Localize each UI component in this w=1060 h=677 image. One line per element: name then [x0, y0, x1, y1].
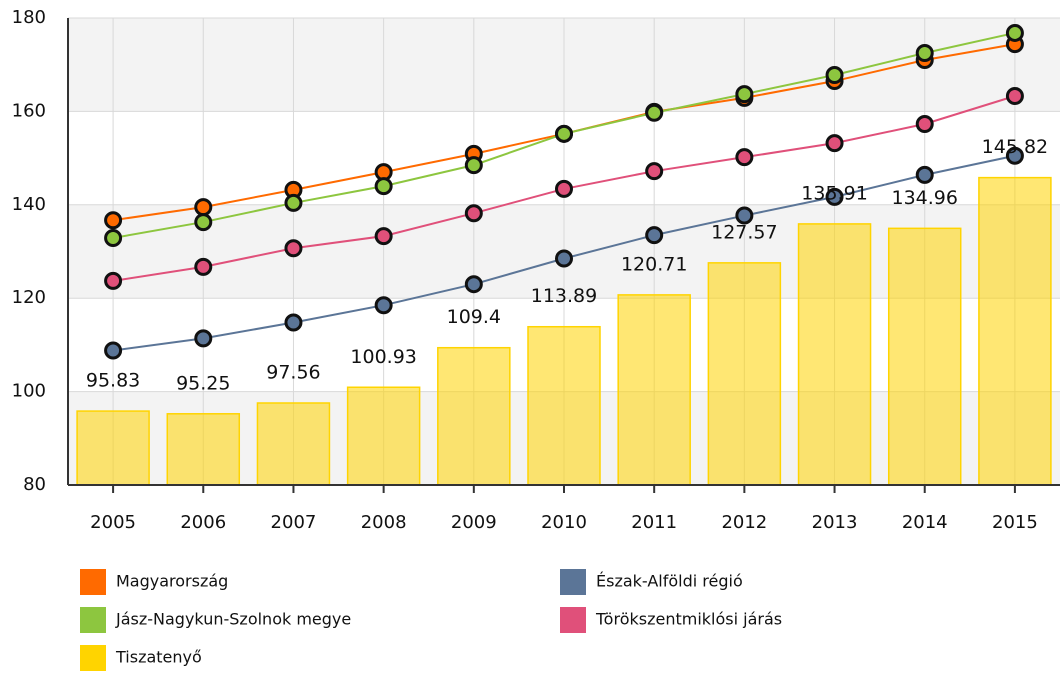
data-label: 100.93	[350, 346, 416, 368]
marker	[645, 226, 664, 245]
marker	[1005, 23, 1024, 42]
x-tick-label: 2012	[721, 512, 767, 533]
marker	[735, 148, 754, 167]
bar	[166, 413, 241, 486]
y-tick-label: 180	[12, 7, 46, 28]
bar	[707, 262, 782, 486]
legend-swatch	[80, 569, 106, 595]
marker	[825, 187, 844, 206]
x-tick-label: 2015	[992, 512, 1038, 533]
x-tick-label: 2014	[902, 512, 948, 533]
marker	[1005, 86, 1024, 105]
x-tick-label: 2006	[180, 512, 226, 533]
bar	[437, 346, 511, 486]
marker	[374, 177, 393, 196]
marker	[735, 85, 754, 104]
marker	[194, 198, 213, 217]
marker	[194, 257, 213, 276]
legend-label: Törökszentmiklósi járás	[595, 610, 782, 629]
data-label: 95.25	[176, 372, 230, 394]
marker	[374, 227, 393, 246]
bar	[346, 386, 421, 486]
marker	[194, 329, 213, 348]
y-tick-label: 100	[12, 381, 46, 402]
marker	[1005, 146, 1024, 165]
bar	[256, 402, 331, 486]
legend-label: Észak-Alföldi régió	[596, 572, 743, 591]
marker	[374, 296, 393, 315]
marker	[464, 204, 483, 223]
y-tick-label: 160	[12, 100, 46, 121]
data-label: 135.91	[801, 182, 867, 204]
x-tick-label: 2011	[631, 512, 677, 533]
y-tick-label: 80	[23, 474, 46, 495]
marker	[104, 341, 123, 360]
marker	[284, 313, 303, 332]
marker	[104, 271, 123, 290]
x-tick-label: 2010	[541, 512, 587, 533]
marker	[555, 249, 573, 268]
x-tick-label: 2008	[361, 512, 407, 533]
marker	[735, 206, 754, 225]
bar	[978, 176, 1052, 486]
bar	[617, 294, 691, 486]
x-tick-label: 2007	[271, 512, 317, 533]
legend-label: Tiszatenyő	[115, 648, 202, 667]
data-label: 97.56	[266, 361, 320, 383]
legend-swatch	[560, 607, 586, 633]
legend-swatch	[560, 569, 586, 595]
data-label: 109.4	[447, 306, 501, 328]
legend-label: Magyarország	[116, 572, 228, 591]
marker	[555, 124, 573, 143]
data-label: 113.89	[531, 285, 597, 307]
marker	[284, 239, 303, 258]
bar	[527, 325, 601, 486]
data-label: 134.96	[891, 187, 957, 209]
legend-swatch	[80, 645, 106, 671]
marker	[915, 44, 934, 63]
data-label: 95.83	[86, 370, 140, 392]
marker	[645, 103, 664, 122]
marker	[104, 211, 123, 230]
data-label: 120.71	[621, 253, 687, 275]
data-label: 145.82	[982, 136, 1048, 158]
legend-label: Jász-Nagykun-Szolnok megye	[115, 610, 351, 629]
x-tick-label: 2013	[812, 512, 858, 533]
bar	[76, 410, 150, 486]
bar	[797, 223, 872, 486]
marker	[194, 213, 213, 232]
marker	[825, 65, 844, 84]
marker	[915, 165, 934, 184]
marker	[464, 275, 483, 294]
marker	[464, 156, 483, 175]
x-tick-label: 2005	[90, 512, 136, 533]
y-tick-label: 120	[12, 287, 46, 308]
marker	[104, 228, 123, 247]
x-tick-label: 2009	[451, 512, 497, 533]
marker	[825, 134, 844, 153]
marker	[645, 162, 664, 181]
marker	[915, 115, 934, 134]
marker	[555, 179, 573, 198]
y-tick-label: 140	[12, 194, 46, 215]
legend-swatch	[80, 607, 106, 633]
marker	[284, 193, 303, 212]
data-label: 127.57	[711, 221, 777, 243]
bar	[887, 227, 962, 486]
